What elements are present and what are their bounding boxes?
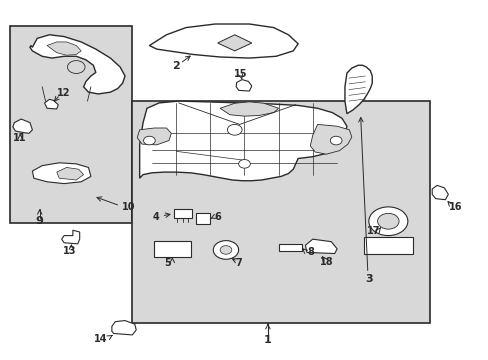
Polygon shape bbox=[30, 35, 125, 94]
Circle shape bbox=[67, 60, 85, 73]
Polygon shape bbox=[154, 241, 190, 257]
Text: 15: 15 bbox=[233, 69, 247, 79]
Bar bbox=[132, 101, 429, 323]
Text: 10: 10 bbox=[122, 202, 135, 212]
Polygon shape bbox=[310, 125, 351, 154]
Polygon shape bbox=[61, 230, 80, 244]
Polygon shape bbox=[173, 210, 191, 218]
Polygon shape bbox=[32, 163, 91, 184]
Text: 14: 14 bbox=[93, 333, 107, 343]
Text: 2: 2 bbox=[172, 61, 180, 71]
Text: 6: 6 bbox=[214, 212, 221, 221]
Polygon shape bbox=[57, 167, 83, 180]
Text: 18: 18 bbox=[319, 257, 332, 267]
Text: 7: 7 bbox=[235, 258, 242, 268]
Bar bbox=[10, 26, 132, 223]
Text: 16: 16 bbox=[448, 202, 462, 212]
Text: 12: 12 bbox=[57, 88, 71, 98]
Circle shape bbox=[238, 159, 250, 168]
Polygon shape bbox=[149, 24, 298, 58]
Polygon shape bbox=[431, 185, 447, 200]
Circle shape bbox=[143, 136, 155, 145]
Polygon shape bbox=[13, 119, 32, 134]
Polygon shape bbox=[112, 320, 136, 335]
Polygon shape bbox=[137, 128, 171, 145]
Text: 3: 3 bbox=[364, 274, 372, 284]
Text: 9: 9 bbox=[36, 216, 43, 226]
Polygon shape bbox=[217, 35, 251, 51]
Text: 8: 8 bbox=[306, 247, 313, 257]
Text: 13: 13 bbox=[63, 246, 77, 256]
Polygon shape bbox=[363, 237, 412, 253]
Circle shape bbox=[227, 125, 242, 135]
Polygon shape bbox=[305, 239, 336, 253]
Circle shape bbox=[213, 240, 238, 259]
Polygon shape bbox=[140, 101, 346, 181]
Polygon shape bbox=[44, 99, 58, 109]
Text: 5: 5 bbox=[164, 258, 171, 268]
Polygon shape bbox=[278, 244, 302, 251]
Circle shape bbox=[220, 246, 231, 254]
Text: 17: 17 bbox=[366, 226, 379, 236]
Circle shape bbox=[377, 213, 398, 229]
Circle shape bbox=[330, 136, 341, 145]
Polygon shape bbox=[220, 102, 278, 116]
Polygon shape bbox=[344, 65, 371, 114]
Circle shape bbox=[368, 207, 407, 235]
Polygon shape bbox=[236, 80, 251, 91]
Text: 11: 11 bbox=[13, 133, 26, 143]
Text: 1: 1 bbox=[264, 334, 271, 345]
Polygon shape bbox=[47, 42, 81, 55]
Text: 4: 4 bbox=[152, 212, 159, 221]
Polygon shape bbox=[195, 213, 210, 224]
